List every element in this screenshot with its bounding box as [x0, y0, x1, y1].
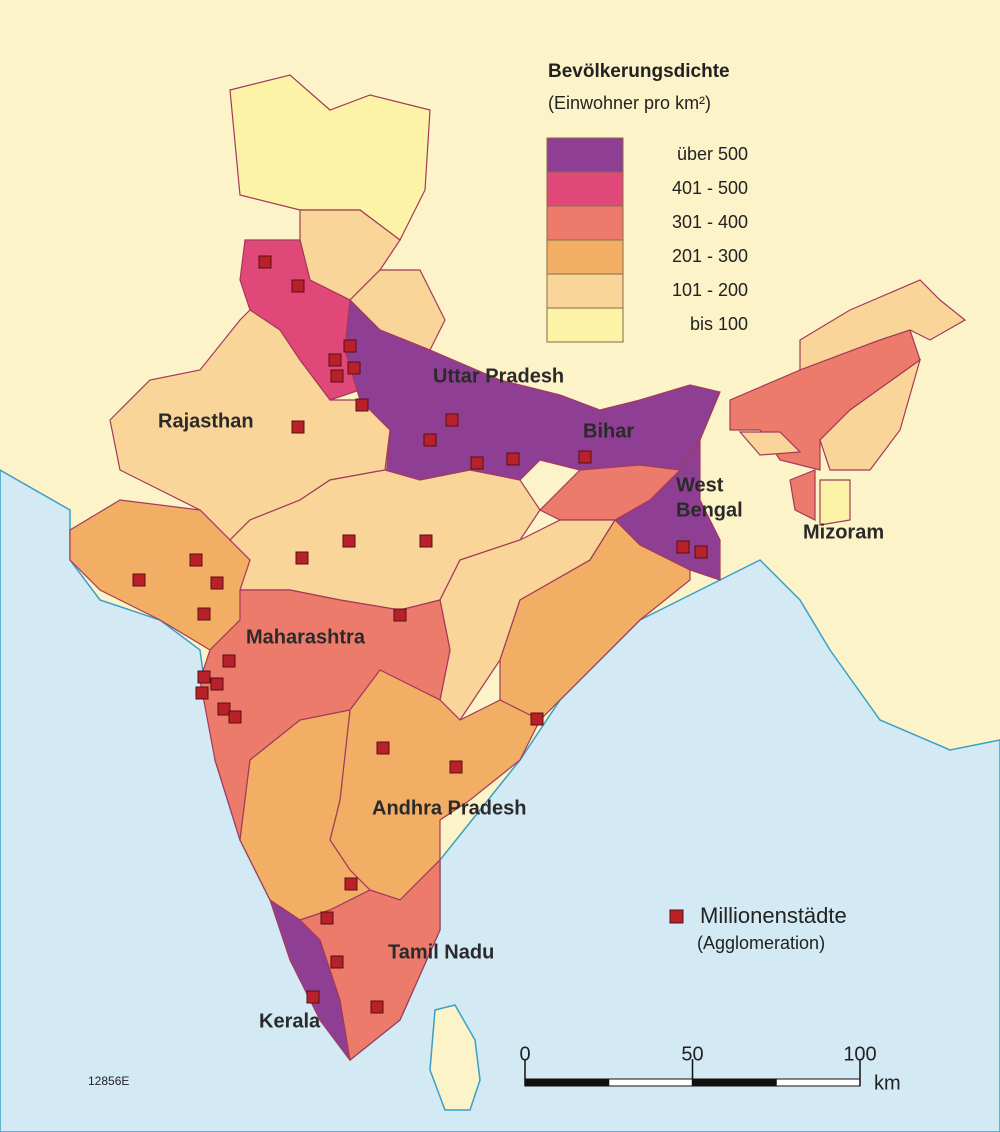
- city-marker: [210, 677, 224, 691]
- city-marker: [330, 955, 344, 969]
- legend-swatch: [546, 205, 624, 241]
- legend-label: 301 - 400: [672, 212, 748, 232]
- city-marker: [419, 534, 433, 548]
- city-marker: [228, 710, 242, 724]
- city-marker: [210, 576, 224, 590]
- state-region: [819, 358, 922, 471]
- legend-swatch: [546, 137, 624, 173]
- city-marker: [197, 670, 211, 684]
- city-marker: [217, 702, 231, 716]
- legend-label: 401 - 500: [672, 178, 748, 198]
- legend-label: bis 100: [690, 314, 748, 334]
- city-marker: [445, 413, 459, 427]
- scale-tick-label: 50: [681, 1043, 703, 1065]
- legend-title: Bevölkerungsdichte: [548, 61, 730, 82]
- city-marker: [189, 553, 203, 567]
- state-label: Rajasthan: [158, 410, 254, 432]
- city-marker: [320, 911, 334, 925]
- legend-swatch: [546, 307, 624, 343]
- city-legend-subtitle: (Agglomeration): [697, 933, 825, 953]
- state-label: West: [676, 474, 724, 496]
- state-label: Uttar Pradesh: [433, 365, 564, 387]
- city-marker: [344, 877, 358, 891]
- state-label: Kerala: [259, 1010, 321, 1032]
- city-legend-marker: [669, 909, 684, 924]
- regions: [69, 74, 967, 1062]
- city-marker: [291, 420, 305, 434]
- city-marker: [342, 534, 356, 548]
- legend-label: 101 - 200: [672, 280, 748, 300]
- scale-tick-label: 0: [519, 1043, 530, 1065]
- state-region: [738, 431, 802, 456]
- city-marker: [222, 654, 236, 668]
- state-region: [239, 709, 372, 921]
- scale-segment: [608, 1078, 693, 1087]
- city-marker: [423, 433, 437, 447]
- state-region: [789, 469, 816, 521]
- city-marker: [578, 450, 592, 464]
- legend-label: über 500: [677, 144, 748, 164]
- city-marker: [347, 361, 361, 375]
- scale-segment: [692, 1078, 777, 1087]
- city-marker: [530, 712, 544, 726]
- city-marker: [694, 545, 708, 559]
- city-marker: [295, 551, 309, 565]
- city-marker: [306, 990, 320, 1004]
- legend-swatch: [546, 171, 624, 207]
- city-marker: [393, 608, 407, 622]
- city-marker: [355, 398, 369, 412]
- state-label: Bengal: [676, 499, 743, 521]
- state-region: [499, 519, 691, 721]
- city-marker: [195, 686, 209, 700]
- scale-segment: [775, 1078, 861, 1087]
- cities: [132, 255, 708, 1014]
- state-label: Maharashtra: [246, 626, 366, 648]
- city-marker: [328, 353, 342, 367]
- city-legend: Millionenstädte (Agglomeration): [669, 903, 847, 953]
- city-marker: [330, 369, 344, 383]
- legend-swatch: [546, 239, 624, 275]
- state-label: Mizoram: [803, 521, 884, 543]
- city-marker: [676, 540, 690, 554]
- map-code: 12856E: [88, 1074, 129, 1088]
- legend: Bevölkerungsdichte (Einwohner pro km²) ü…: [546, 61, 748, 343]
- state-region: [298, 858, 441, 1062]
- sri-lanka: [429, 1004, 481, 1111]
- scale-tick-label: 100: [843, 1043, 876, 1065]
- scale-unit: km: [874, 1072, 901, 1094]
- city-marker: [258, 255, 272, 269]
- scale-segment: [524, 1078, 610, 1087]
- legend-subtitle: (Einwohner pro km²): [548, 93, 711, 113]
- state-region: [819, 479, 851, 526]
- legend-swatch: [546, 273, 624, 309]
- state-region: [229, 74, 431, 241]
- city-marker: [470, 456, 484, 470]
- state-label: Bihar: [583, 420, 634, 442]
- city-marker: [291, 279, 305, 293]
- labels: Uttar Pradesh Rajasthan Bihar West Bengal Miz…: [158, 365, 884, 1032]
- city-marker: [376, 741, 390, 755]
- city-marker: [132, 573, 146, 587]
- city-marker: [449, 760, 463, 774]
- city-marker: [370, 1000, 384, 1014]
- city-marker: [506, 452, 520, 466]
- state-label: Tamil Nadu: [388, 941, 494, 963]
- city-legend-title: Millionenstädte: [700, 903, 847, 928]
- city-marker: [197, 607, 211, 621]
- state-region: [439, 519, 617, 721]
- city-marker: [343, 339, 357, 353]
- scale-bar: 0 50 100 km: [519, 1043, 900, 1094]
- legend-label: 201 - 300: [672, 246, 748, 266]
- state-label: Andhra Pradesh: [372, 797, 526, 819]
